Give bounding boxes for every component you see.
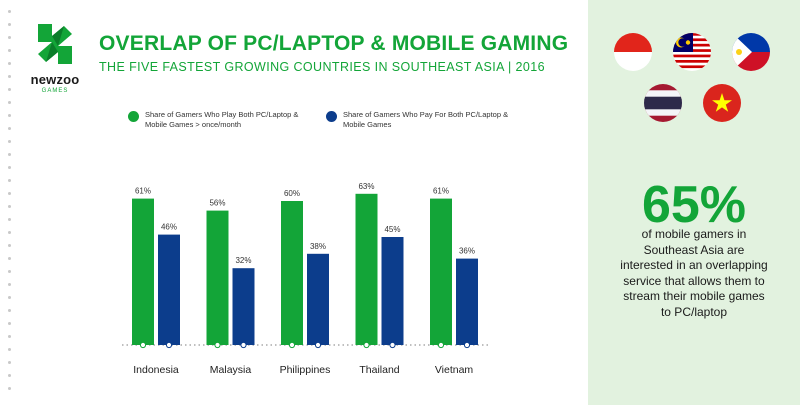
x-tick-label: Thailand	[359, 364, 399, 376]
bar-base-marker	[240, 341, 247, 349]
decorative-dot	[8, 322, 11, 325]
data-label: 38%	[310, 242, 326, 251]
stat-value: 65%	[641, 176, 747, 234]
x-tick-label: Indonesia	[133, 364, 179, 376]
bar-thailand-s1	[381, 237, 404, 345]
decorative-dot	[8, 335, 11, 338]
decorative-dot	[8, 283, 11, 286]
page-subtitle: THE FIVE FASTEST GROWING COUNTRIES IN SO…	[99, 60, 545, 74]
decorative-dots	[8, 10, 12, 400]
bar-philippines-s0	[281, 201, 303, 345]
bar-vietnam-s0	[430, 198, 452, 345]
decorative-dot	[8, 374, 11, 377]
data-label: 36%	[459, 247, 475, 256]
decorative-dot	[8, 361, 11, 364]
decorative-dot	[8, 166, 11, 169]
decorative-dot	[8, 49, 11, 52]
bar-base-marker	[389, 341, 396, 349]
bar-base-marker	[437, 341, 445, 349]
decorative-dot	[8, 36, 11, 39]
x-tick-label: Malaysia	[210, 364, 252, 376]
decorative-dot	[8, 101, 11, 104]
legend-label-play: Share of Gamers Who Play Both PC/Laptop …	[145, 110, 299, 129]
decorative-dot	[8, 10, 11, 13]
decorative-dot	[8, 114, 11, 117]
flag-indonesia-icon	[614, 33, 652, 71]
bar-base-marker	[314, 341, 322, 349]
data-label: 61%	[135, 187, 151, 196]
decorative-dot	[8, 179, 11, 182]
bar-base-marker	[139, 341, 147, 349]
decorative-dot	[8, 244, 11, 247]
decorative-dot	[8, 231, 11, 234]
decorative-dot	[8, 23, 11, 26]
bar-indonesia-s0	[132, 198, 154, 345]
decorative-dot	[8, 257, 11, 260]
bar-malaysia-s0	[206, 210, 229, 345]
data-label: 32%	[235, 256, 251, 265]
page-title: OVERLAP OF PC/LAPTOP & MOBILE GAMING	[99, 32, 569, 55]
brand-name: newzoo	[30, 72, 80, 87]
decorative-dot	[8, 62, 11, 65]
decorative-dot	[8, 348, 11, 351]
data-label: 63%	[358, 182, 374, 191]
data-label: 61%	[433, 187, 449, 196]
x-tick-label: Philippines	[280, 364, 331, 376]
bar-philippines-s1	[307, 253, 329, 345]
legend-label-pay: Share of Gamers Who Pay For Both PC/Lapt…	[343, 110, 509, 129]
legend-swatch-play	[128, 111, 139, 122]
legend-item-pay: Share of Gamers Who Pay For Both PC/Lapt…	[326, 110, 513, 130]
bar-thailand-s0	[355, 193, 378, 345]
decorative-dot	[8, 387, 11, 390]
newzoo-logo-icon	[38, 24, 72, 64]
bar-indonesia-s1	[158, 234, 180, 345]
flag-philippines-icon	[732, 33, 770, 71]
decorative-dot	[8, 192, 11, 195]
flag-vietnam-icon	[703, 84, 741, 122]
stat-description: of mobile gamers in Southeast Asia are i…	[620, 227, 768, 319]
data-label: 56%	[209, 199, 225, 208]
data-label: 60%	[284, 189, 300, 198]
bar-malaysia-s1	[232, 268, 255, 345]
brand-sub: GAMES	[41, 88, 69, 94]
bar-base-marker	[463, 341, 471, 349]
decorative-dot	[8, 153, 11, 156]
decorative-dot	[8, 309, 11, 312]
x-tick-label: Vietnam	[435, 364, 474, 376]
bar-base-marker	[288, 341, 296, 349]
decorative-dot	[8, 296, 11, 299]
decorative-dot	[8, 75, 11, 78]
flag-malaysia-icon	[673, 33, 711, 71]
bar-base-marker	[165, 341, 173, 349]
bar-vietnam-s1	[456, 258, 478, 345]
decorative-dot	[8, 127, 11, 130]
data-label: 46%	[161, 223, 177, 232]
legend-item-play: Share of Gamers Who Play Both PC/Laptop …	[128, 110, 315, 130]
bar-base-marker	[214, 341, 221, 349]
legend-swatch-pay	[326, 111, 337, 122]
bar-base-marker	[363, 341, 370, 349]
decorative-dot	[8, 140, 11, 143]
bar-chart: 61% 46% Indonesia 56% 32% Malaysia 60% 38% Phili…	[122, 182, 488, 376]
decorative-dot	[8, 205, 11, 208]
newzoo-logo: newzoo GAMES	[26, 18, 84, 96]
decorative-dot	[8, 270, 11, 273]
decorative-dot	[8, 218, 11, 221]
flag-thailand-icon	[644, 84, 682, 122]
decorative-dot	[8, 88, 11, 91]
data-label: 45%	[384, 225, 400, 234]
